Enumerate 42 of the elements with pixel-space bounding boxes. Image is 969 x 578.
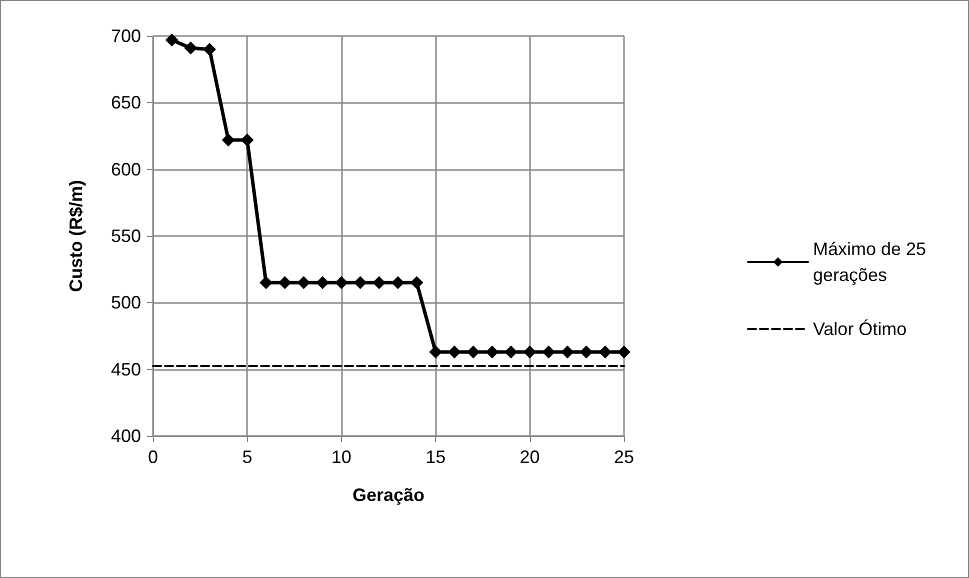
- y-tick-label: 400: [110, 426, 141, 446]
- y-tick-label: 600: [110, 159, 141, 180]
- point: [542, 346, 556, 358]
- point: [598, 346, 612, 358]
- point: [486, 346, 499, 358]
- x-tick-label: 5: [242, 447, 252, 467]
- y-tick-label: 450: [110, 359, 141, 380]
- point: [580, 346, 593, 358]
- y-tick-label: 500: [110, 292, 141, 313]
- point: [391, 276, 404, 290]
- point: [297, 276, 310, 290]
- point: [316, 276, 330, 290]
- point: [560, 346, 574, 358]
- point: [222, 134, 235, 146]
- point: [429, 346, 442, 358]
- point: [165, 34, 178, 46]
- x-tick-label: 25: [614, 447, 634, 467]
- x-tick-label: 0: [148, 447, 158, 467]
- x-axis-title: Geração: [352, 485, 425, 505]
- point: [504, 346, 518, 358]
- point: [260, 276, 273, 290]
- point: [203, 42, 216, 56]
- x-tick-label: 10: [331, 447, 352, 467]
- point: [372, 276, 386, 290]
- y-tick-label: 650: [110, 92, 141, 113]
- point: [354, 276, 367, 290]
- point: [618, 346, 630, 358]
- y-axis-title: Custo (R$/m): [66, 180, 86, 292]
- legend-label: Valor Ótimo: [813, 319, 907, 339]
- point: [184, 42, 198, 54]
- point: [523, 346, 536, 358]
- point: [448, 346, 461, 358]
- point: [334, 276, 348, 290]
- y-tick-label: 550: [110, 226, 141, 246]
- x-tick-label: 20: [520, 447, 540, 467]
- point: [410, 276, 424, 290]
- y-tick-label: 700: [110, 26, 141, 46]
- legend-label: Máximo de 25 gerações: [813, 239, 932, 285]
- point: [278, 276, 292, 290]
- point: [466, 346, 480, 358]
- x-tick-label: 15: [426, 447, 446, 467]
- point: [240, 134, 254, 146]
